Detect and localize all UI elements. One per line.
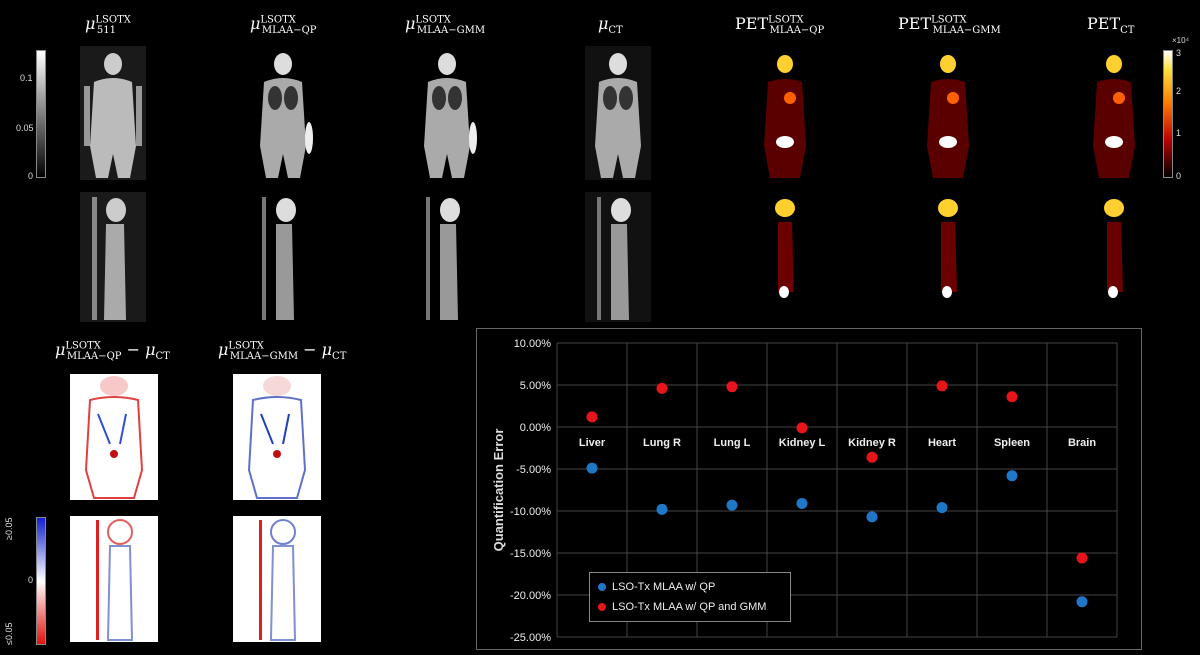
quantification-error-chart: 10.00% 5.00% 0.00% -5.00% -10.00% -15.00% -20.… [476,328,1142,650]
mu-ct-coronal-image [585,46,651,180]
legend-label-qp: LSO-Tx MLAA w/ QP [612,581,716,593]
pet-colorbar-exponent: ×10⁴ [1172,36,1190,45]
data-point-qp [656,503,668,515]
category-label: Heart [928,437,956,449]
data-point-gmm [796,422,808,434]
title-mu-mlaa-qp: μLSOTXMLAA−QP [250,14,317,37]
mu511-sagittal-image [80,192,146,322]
y-tick-label: 5.00% [520,380,551,392]
data-point-qp [796,497,808,509]
diff-qp-coronal-image [70,374,158,500]
legend-item-qp: LSO-Tx MLAA w/ QP [598,581,715,593]
category-label: Kidney L [779,437,826,449]
category-label: Lung L [714,437,751,449]
data-point-qp [586,462,598,474]
mu-ct-sagittal-image [585,192,651,322]
legend-label-gmm: LSO-Tx MLAA w/ QP and GMM [612,601,767,613]
data-point-gmm [586,411,598,423]
pet-ct-sagittal-image [1104,199,1124,298]
y-tick-label: 0.00% [520,422,551,434]
title-mu511: μLSOTX511 [85,14,131,37]
mu-colorbar [36,50,46,178]
title-diff-gmm: μLSOTXMLAA−GMM − μCT [218,340,347,363]
legend-item-gmm: LSO-Tx MLAA w/ QP and GMM [598,601,766,613]
legend-marker-qp [598,583,606,592]
title-diff-qp: μLSOTXMLAA−QP − μCT [55,340,170,363]
y-tick-label: -20.00% [510,590,551,602]
mu-colorbar-label-mid: 0.05 [16,123,34,133]
data-point-qp [936,502,948,514]
pet-colorbar-label-3: 3 [1176,48,1182,58]
mu-mlaa-qp-sagittal-image [262,197,296,320]
data-point-gmm [726,381,738,393]
mu-colorbar-label-low: 0 [28,171,34,181]
category-label: Lung R [643,437,681,449]
pet-colorbar [1163,50,1173,178]
y-axis-label: Quantification Error [491,429,506,552]
diff-colorbar-label-low: ≤0.05 [4,622,14,645]
pet-colorbar-label-1: 1 [1176,128,1182,138]
data-point-gmm [936,380,948,392]
diff-gmm-coronal-image [233,374,321,500]
pet-mlaa-qp-sagittal-image [775,199,795,298]
category-label: Brain [1068,437,1096,449]
mu511-coronal-image [80,46,146,180]
y-tick-label: -15.00% [510,548,551,560]
data-point-gmm [1006,391,1018,403]
mu-colorbar-label-high: 0.1 [20,73,33,83]
pet-colorbar-label-0: 0 [1176,171,1182,181]
pet-mlaa-gmm-sagittal-image [938,199,958,298]
chart-legend: LSO-Tx MLAA w/ QP LSO-Tx MLAA w/ QP and … [589,572,791,622]
mu-mlaa-qp-coronal-image [260,53,313,178]
pet-mlaa-gmm-coronal-image [927,55,969,178]
pet-ct-coronal-image [1093,55,1135,178]
pet-mlaa-qp-coronal-image [764,55,806,178]
y-tick-label: -10.00% [510,506,551,518]
title-pet-ct: PETCT [1087,14,1135,37]
data-point-gmm [656,382,668,394]
category-label: Spleen [994,437,1030,449]
category-label: Kidney R [848,437,896,449]
title-mu-ct: μCT [598,14,623,37]
chart-svg: 10.00% 5.00% 0.00% -5.00% -10.00% -15.00% -20.… [491,338,1118,644]
diff-colorbar-label-mid: 0 [28,575,34,585]
mu-mlaa-gmm-coronal-image [424,53,477,178]
pet-colorbar-label-2: 2 [1176,86,1182,96]
title-pet-mlaa-gmm: PETLSOTXMLAA−GMM [898,14,1001,37]
mu-mlaa-gmm-sagittal-image [426,197,460,320]
data-point-qp [1006,470,1018,482]
diff-colorbar-label-high: ≥0.05 [4,517,14,540]
category-label: Liver [579,437,606,449]
diff-colorbar [36,517,46,645]
diff-gmm-sagittal-image [233,516,321,642]
diff-qp-sagittal-image [70,516,158,642]
legend-marker-gmm [598,603,606,612]
data-point-qp [726,499,738,511]
title-pet-mlaa-qp: PETLSOTXMLAA−QP [735,14,825,37]
y-tick-label: -25.00% [510,632,551,644]
y-tick-label: -5.00% [516,464,551,476]
data-point-qp [866,511,878,523]
data-point-gmm [1076,552,1088,564]
title-mu-mlaa-gmm: μLSOTXMLAA−GMM [405,14,486,37]
data-point-qp [1076,596,1088,608]
y-tick-label: 10.00% [514,338,552,350]
data-point-gmm [866,451,878,463]
